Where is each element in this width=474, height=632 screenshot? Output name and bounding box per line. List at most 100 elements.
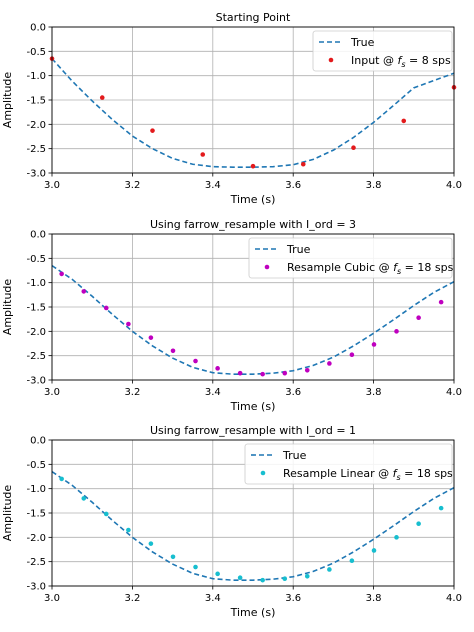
legend-label-suffix: = 18 sps (401, 467, 453, 480)
data-point (215, 366, 220, 371)
x-tick-label: 4.0 (446, 593, 462, 604)
y-tick-label: -1.5 (26, 509, 46, 520)
axes-frame (51, 233, 455, 381)
data-point (260, 371, 265, 377)
legend-label-text: Resample Linear @ (283, 467, 393, 480)
legend-label-text: Input @ (351, 54, 397, 67)
x-tick-label: 4.0 (446, 387, 462, 398)
y-tick-label: 0.0 (30, 230, 46, 241)
chart-title: Starting Point (216, 11, 291, 24)
x-tick-label: 3.4 (205, 593, 221, 604)
legend-marker-swatch (328, 57, 334, 63)
data-point (99, 95, 105, 100)
x-tick-label: 3.2 (124, 180, 140, 191)
axes-frame (51, 26, 455, 174)
x-tick-label: 3.6 (285, 387, 301, 398)
legend-marker-label: Resample Cubic @ fs = 18 sps (287, 261, 454, 276)
legend-math-sub: s (401, 60, 405, 69)
data-point (126, 527, 131, 533)
x-tick-label: 3.0 (44, 593, 60, 604)
y-tick-label: -2.0 (26, 120, 46, 131)
data-point (237, 370, 243, 376)
chart-panel-1: 3.0 3.2 3.4 3.6 3.8 4.0 0.0 -0.5 -1.0 -1.5 -2.0 -2.… (1, 11, 462, 206)
data-point (416, 521, 421, 527)
data-point (438, 299, 444, 305)
legend-math-sub: s (397, 267, 401, 276)
x-axis-label: Time (s) (230, 400, 276, 413)
x-tick-label: 3.8 (366, 180, 382, 191)
data-point (126, 321, 131, 327)
legend-marker-label: Input @ fs = 8 sps (351, 54, 451, 69)
data-point (371, 548, 377, 553)
data-point (148, 541, 154, 546)
y-tick-label: -2.5 (26, 557, 46, 568)
x-tick-label: 3.0 (44, 387, 60, 398)
y-tick-label: -1.0 (26, 484, 46, 495)
data-point (282, 576, 288, 581)
y-tick-label: -0.5 (26, 254, 46, 265)
data-point (401, 118, 407, 124)
y-tick-label: -2.0 (26, 327, 46, 338)
y-tick-label: -0.5 (26, 47, 46, 58)
legend-box (312, 30, 453, 72)
x-tick-label: 4.0 (446, 180, 462, 191)
legend-label-suffix: = 18 sps (401, 261, 453, 274)
y-axis-label: Amplitude (1, 72, 14, 129)
data-point (282, 370, 288, 376)
legend-label-text: Resample Cubic @ (287, 261, 393, 274)
y-axis-label: Amplitude (1, 279, 14, 336)
data-point (237, 575, 243, 581)
data-point (193, 358, 198, 364)
legend-marker-swatch (264, 264, 270, 270)
x-tick-label: 3.0 (44, 180, 60, 191)
legend-math-f: f (393, 261, 399, 274)
data-point (394, 535, 399, 540)
y-tick-label: 0.0 (30, 23, 46, 34)
legend-box (248, 237, 453, 279)
chart-title: Using farrow_resample with I_ord = 3 (150, 218, 356, 231)
data-point (59, 271, 64, 277)
legend-true-label: True (350, 36, 375, 49)
legend-marker-swatch (260, 470, 266, 476)
data-point (215, 571, 220, 577)
x-tick-label: 3.2 (124, 387, 140, 398)
x-axis-label: Time (s) (230, 193, 276, 206)
data-point (170, 554, 176, 560)
x-tick-label: 3.4 (205, 387, 221, 398)
legend-label-suffix: = 8 sps (406, 54, 451, 67)
y-tick-label: -3.0 (26, 376, 46, 387)
data-point (304, 573, 310, 579)
y-tick-label: -1.0 (26, 278, 46, 289)
data-point (371, 342, 377, 347)
data-point (260, 577, 265, 583)
y-tick-label: -1.5 (26, 96, 46, 107)
data-point (394, 329, 399, 334)
data-point (200, 152, 206, 157)
legend: True Input @ fs = 8 sps (312, 30, 453, 72)
chart-panel-3: 3.0 3.2 3.4 3.6 3.8 4.0 0.0 -0.5 -1.0 -1.5 -2.0 -2.… (1, 424, 462, 619)
data-point (170, 348, 176, 354)
data-point (193, 564, 198, 570)
data-point (103, 511, 109, 517)
data-point (150, 128, 155, 133)
x-tick-label: 3.4 (205, 180, 221, 191)
data-point (250, 163, 256, 169)
legend-math-f: f (393, 467, 399, 480)
data-point (349, 558, 355, 563)
data-point (327, 361, 332, 366)
data-point (351, 145, 356, 150)
data-point (349, 352, 355, 357)
data-point (103, 305, 109, 311)
x-tick-label: 3.2 (124, 593, 140, 604)
chart-panel-2: 3.0 3.2 3.4 3.6 3.8 4.0 0.0 -0.5 -1.0 -1.5 -2.0 -2.… (1, 218, 462, 413)
y-tick-label: -3.0 (26, 582, 46, 593)
y-axis-label: Amplitude (1, 485, 14, 542)
y-tick-label: -2.5 (26, 351, 46, 362)
x-tick-label: 3.8 (366, 593, 382, 604)
data-point (304, 367, 310, 373)
legend-math-f: f (397, 54, 403, 67)
legend-math-sub: s (396, 473, 400, 482)
y-tick-label: -2.5 (26, 144, 46, 155)
data-point (81, 289, 87, 294)
legend: True Resample Cubic @ fs = 18 sps (248, 237, 454, 279)
